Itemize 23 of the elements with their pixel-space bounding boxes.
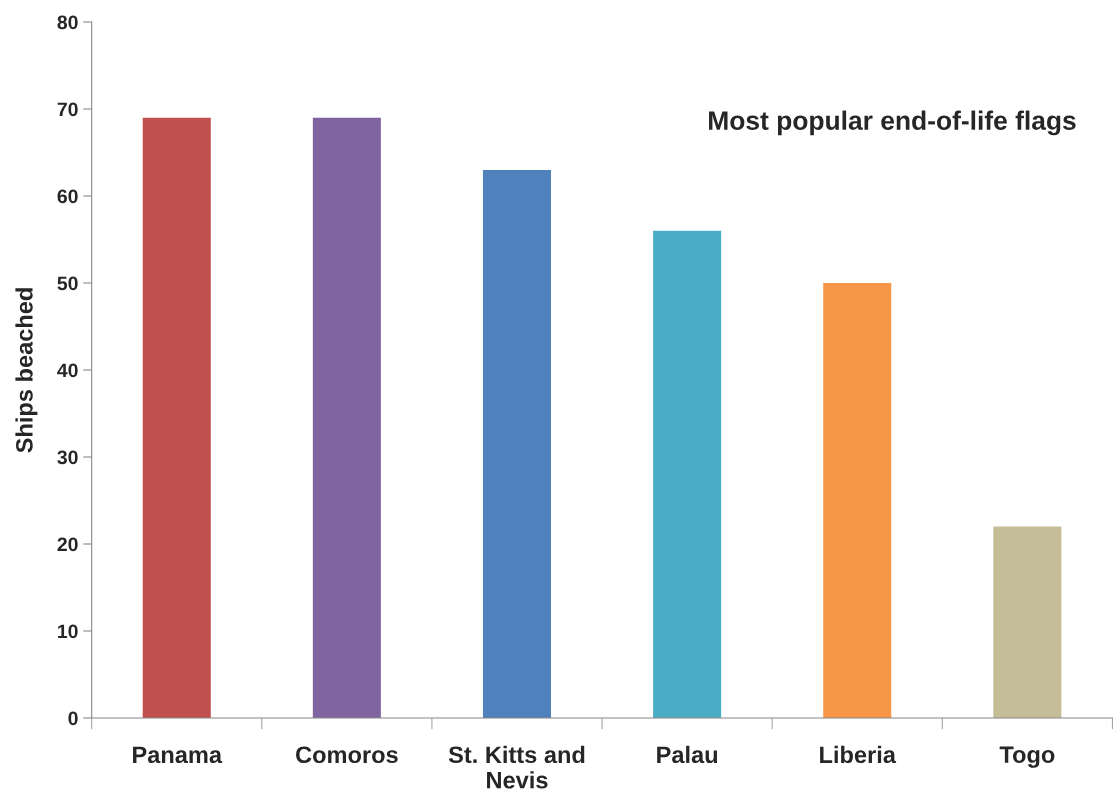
y-tick-label: 60 [57, 189, 78, 204]
y-tick-label: 40 [57, 363, 78, 378]
x-tick-label: St. Kitts and Nevis [448, 745, 585, 789]
y-tick-label: 20 [57, 537, 78, 552]
y-tick-label: 0 [68, 711, 78, 726]
x-tick-label: Liberia [820, 745, 897, 764]
bar [653, 230, 722, 718]
bar [312, 117, 381, 718]
y-tick-label: 30 [57, 450, 78, 465]
x-tick-label: Comoros [296, 746, 398, 764]
x-tick-label: Togo [999, 746, 1055, 768]
bar [823, 283, 892, 718]
y-tick-label: 10 [58, 624, 78, 639]
y-tick-label: 50 [57, 276, 78, 291]
y-tick-label: 80 [57, 15, 78, 30]
bar [142, 117, 211, 718]
x-tick-label: Palau [657, 745, 718, 764]
x-tick-label: Panama [133, 746, 223, 764]
text: Most popular end-of-life flags [709, 110, 1076, 136]
y-tick-label: 70 [57, 102, 78, 117]
y-axis-title: Ships beached [15, 288, 38, 453]
bar [482, 169, 552, 718]
bar [993, 526, 1062, 718]
